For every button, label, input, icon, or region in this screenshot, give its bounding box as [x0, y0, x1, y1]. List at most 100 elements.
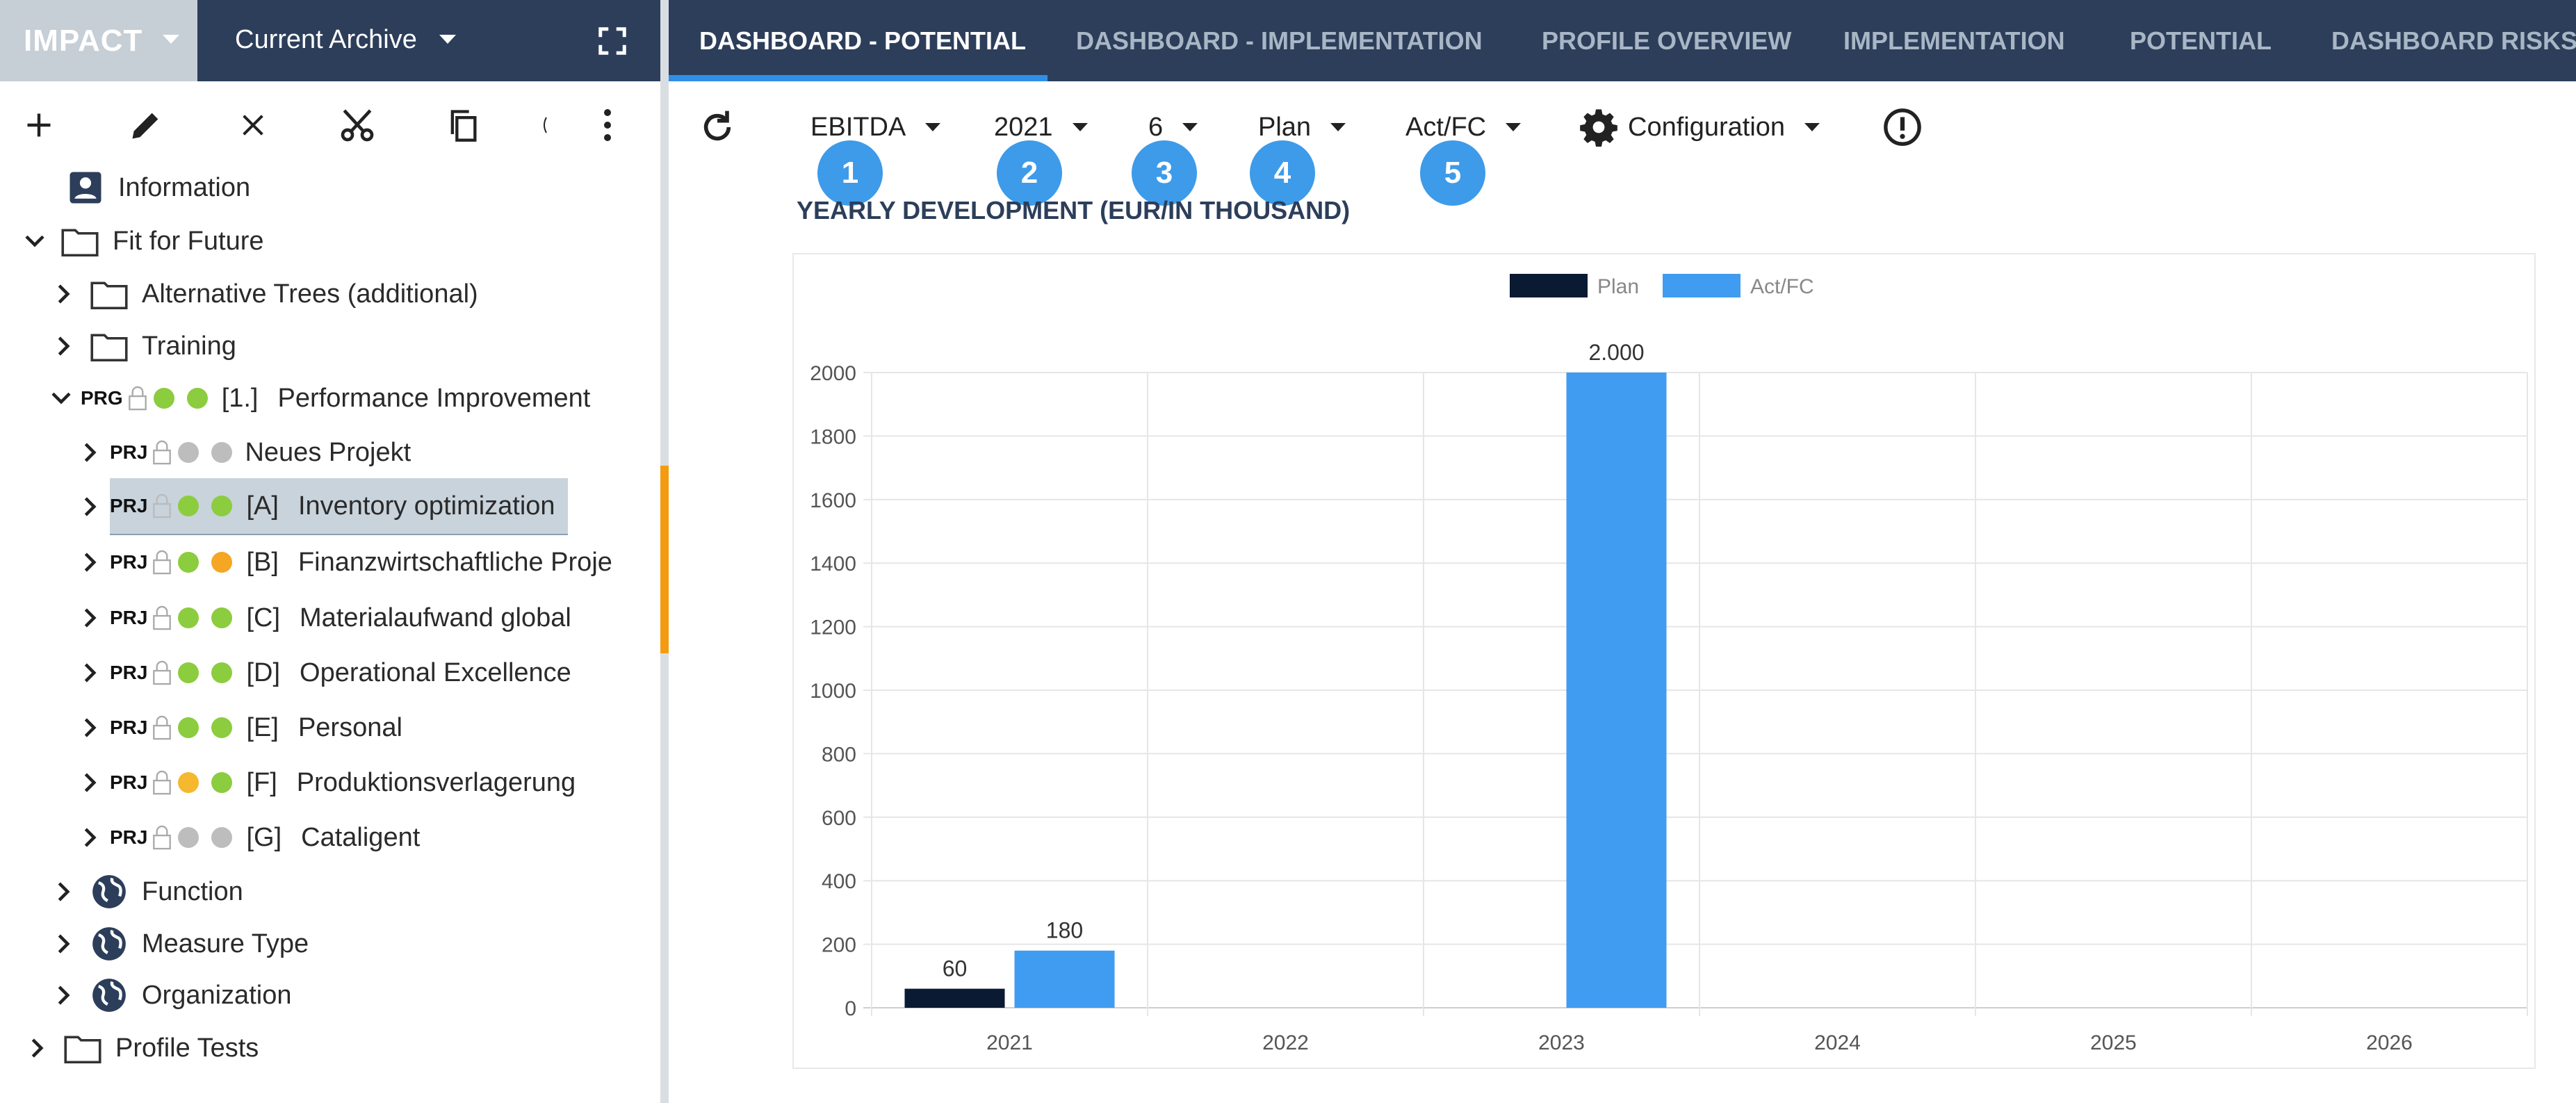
- chevron-right-icon[interactable]: [53, 881, 75, 903]
- tree-item-label: Measure Type: [142, 929, 309, 958]
- year-dropdown[interactable]: 2021: [994, 103, 1088, 152]
- lock-icon: [152, 769, 172, 796]
- legend-label: Plan: [1597, 275, 1639, 298]
- chevron-down-icon: [439, 35, 456, 44]
- add-icon[interactable]: [18, 104, 60, 146]
- tree-item-information[interactable]: Information: [67, 163, 250, 212]
- tree-item-label: Personal: [297, 712, 402, 742]
- tree-item-label: Neues Projekt: [245, 437, 411, 467]
- info-button[interactable]: [1882, 103, 1923, 152]
- tree-item-measure-type[interactable]: Measure Type: [53, 920, 309, 968]
- chevron-right-icon[interactable]: [79, 551, 101, 573]
- tab-dashboard-implementation[interactable]: DASHBOARD - IMPLEMENTATION: [1076, 26, 1483, 55]
- tree-item-label: Inventory optimization: [297, 491, 555, 521]
- y-tick-label: 1800: [810, 425, 856, 448]
- status-dot: [178, 662, 199, 683]
- cut-icon[interactable]: [336, 104, 378, 146]
- chevron-right-icon[interactable]: [53, 283, 75, 305]
- tree-item-performance-improvement[interactable]: PRG [1.] Performance Improvement: [50, 374, 590, 423]
- tree-item-code: [F]: [246, 767, 277, 797]
- scrollbar-thumb[interactable]: [660, 466, 669, 653]
- tree-item-training[interactable]: Training: [53, 322, 236, 370]
- data-label: 180: [1046, 918, 1083, 943]
- tree-item-code: [E]: [246, 712, 279, 742]
- chevron-right-icon[interactable]: [79, 496, 101, 518]
- status-dot: [211, 442, 233, 463]
- tab-dashboard-risks[interactable]: DASHBOARD RISKS: [2331, 26, 2576, 55]
- fullscreen-icon[interactable]: [596, 25, 628, 57]
- archive-selector[interactable]: Current Archive: [235, 25, 417, 54]
- chevron-right-icon[interactable]: [79, 607, 101, 629]
- data-label: 60: [943, 956, 968, 981]
- chevron-right-icon[interactable]: [26, 1037, 49, 1059]
- chevron-right-icon[interactable]: [53, 335, 75, 357]
- tree-item-materialaufwand[interactable]: PRJ [C] Materialaufwand global: [79, 594, 571, 642]
- tree-item-operational-excellence[interactable]: PRJ [D] Operational Excellence: [79, 648, 571, 697]
- tree-item-code: [G]: [246, 822, 282, 852]
- actfc-dropdown[interactable]: Act/FC: [1405, 103, 1522, 152]
- chevron-down-icon[interactable]: [50, 387, 72, 409]
- chevron-down-icon: [1330, 123, 1346, 131]
- chevron-right-icon[interactable]: [53, 933, 75, 955]
- status-dot: [186, 388, 208, 409]
- chevron-right-icon[interactable]: [79, 717, 101, 739]
- tree-item-alternative-trees[interactable]: Alternative Trees (additional): [53, 270, 478, 318]
- y-tick-label: 600: [822, 807, 856, 830]
- tree-item-code: [A]: [246, 491, 279, 521]
- lock-icon: [152, 549, 172, 575]
- navigation-panel: IMPACT Current Archive: [0, 0, 660, 1103]
- tree-item-profile-tests[interactable]: Profile Tests: [26, 1024, 259, 1072]
- plan-value: Plan: [1258, 112, 1312, 142]
- tree-item-cataligent[interactable]: PRJ [G] Cataligent: [79, 813, 420, 862]
- refresh-button[interactable]: [698, 103, 737, 152]
- tree-item-function[interactable]: Function: [53, 867, 243, 916]
- tree-item-label: Function: [142, 876, 243, 906]
- chevron-right-icon[interactable]: [79, 662, 101, 684]
- lock-icon: [152, 439, 172, 466]
- tree-item-inventory-optimization[interactable]: PRJ [A] Inventory optimization: [79, 478, 568, 535]
- y-tick-label: 2000: [810, 362, 856, 385]
- chevron-down-icon[interactable]: [24, 230, 46, 252]
- configuration-dropdown[interactable]: Configuration: [1579, 103, 1820, 152]
- chevron-right-icon[interactable]: [79, 826, 101, 849]
- more-vertical-icon[interactable]: [587, 104, 628, 146]
- edit-icon[interactable]: [125, 104, 167, 146]
- project-tag: PRJ: [110, 495, 148, 516]
- app-switcher[interactable]: IMPACT: [0, 0, 197, 81]
- tree-item-label: Training: [142, 331, 236, 361]
- month-dropdown[interactable]: 6: [1148, 103, 1198, 152]
- y-tick-label: 1400: [810, 553, 856, 575]
- project-tag: PRJ: [110, 826, 148, 848]
- copy-icon[interactable]: [442, 104, 484, 146]
- folder-icon: [64, 1029, 101, 1067]
- chevron-right-icon[interactable]: [53, 984, 75, 1006]
- tab-potential[interactable]: POTENTIAL: [2130, 26, 2272, 55]
- lock-icon: [152, 824, 172, 851]
- status-dot: [211, 607, 233, 628]
- plan-dropdown[interactable]: Plan: [1258, 103, 1346, 152]
- app-brand: IMPACT: [24, 24, 143, 58]
- globe-icon: [90, 925, 128, 963]
- x-tick-label: 2026: [2366, 1031, 2413, 1054]
- tab-profile-overview[interactable]: PROFILE OVERVIEW: [1542, 26, 1792, 55]
- tree-item-label: Performance Improvement: [277, 383, 591, 413]
- tree-item-neues-projekt[interactable]: PRJ Neues Projekt: [79, 428, 411, 477]
- x-tick-label: 2025: [2090, 1031, 2137, 1054]
- y-tick-label: 400: [822, 870, 856, 893]
- tree-item-fit-for-future[interactable]: Fit for Future: [24, 217, 264, 265]
- chevron-right-icon[interactable]: [79, 441, 101, 464]
- lock-icon: [152, 714, 172, 741]
- tree-item-personal[interactable]: PRJ [E] Personal: [79, 703, 402, 752]
- tab-dashboard-potential[interactable]: DASHBOARD - POTENTIAL: [699, 26, 1026, 55]
- metric-dropdown[interactable]: EBITDA: [810, 103, 941, 152]
- chevron-right-icon[interactable]: [79, 771, 101, 794]
- delete-icon[interactable]: [232, 104, 274, 146]
- status-dot: [178, 827, 199, 848]
- globe-icon: [90, 873, 128, 910]
- year-value: 2021: [994, 112, 1053, 142]
- tree-item-produktionsverlagerung[interactable]: PRJ [F] Produktionsverlagerung: [79, 758, 576, 807]
- tree-item-finanzwirtschaftliche[interactable]: PRJ [B] Finanzwirtschaftliche Proje: [79, 538, 626, 587]
- tab-implementation[interactable]: IMPLEMENTATION: [1843, 26, 2065, 55]
- tree-item-organization[interactable]: Organization: [53, 971, 291, 1020]
- status-dot: [211, 717, 233, 738]
